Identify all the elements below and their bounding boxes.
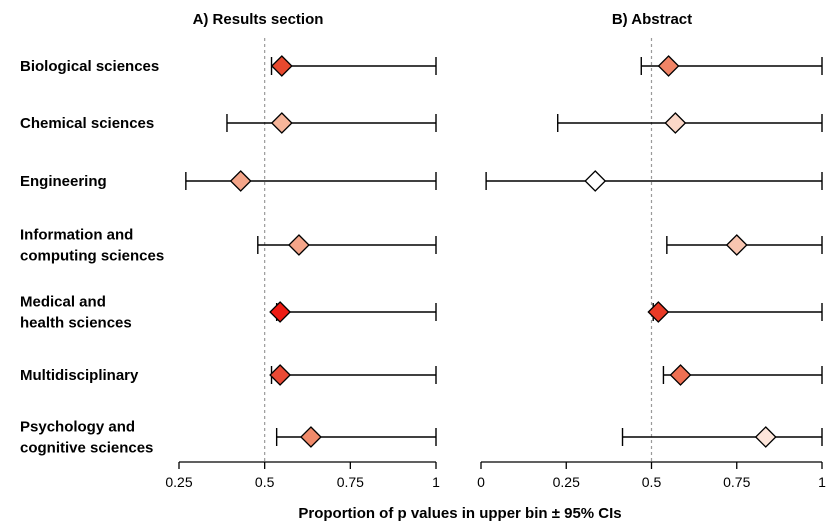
- x-tick-label: 0.5: [642, 474, 662, 490]
- x-tick-label: 0.25: [553, 474, 580, 490]
- panel-a-title: A) Results section: [193, 11, 324, 28]
- estimate-point: [269, 364, 292, 386]
- category-label-line: Chemical sciences: [20, 115, 154, 132]
- category-label-line: Biological sciences: [20, 58, 159, 75]
- category-label: Information and computing sciences: [20, 227, 164, 265]
- category-label-line: Engineering: [20, 173, 107, 190]
- x-tick-label: 1: [432, 474, 440, 490]
- category-label-line: cognitive sciences: [20, 440, 153, 457]
- x-tick-label: 0.75: [337, 474, 364, 490]
- x-tick-label: 0.75: [723, 474, 750, 490]
- x-tick-label: 1: [818, 474, 826, 490]
- x-tick-label: 0.5: [255, 474, 275, 490]
- category-label: Psychology and cognitive sciences: [20, 419, 153, 457]
- category-label: Medical and health sciences: [20, 294, 132, 332]
- category-label-line: Multidisciplinary: [20, 367, 139, 384]
- category-label: Engineering: [20, 173, 107, 190]
- panel-results-section: 0.25 0.5 0.75 1: [165, 38, 440, 490]
- x-axis-label: Proportion of p values in upper bin ± 95…: [298, 505, 621, 522]
- panel-abstract: 0 0.25 0.5 0.75 1: [477, 38, 826, 490]
- category-label-line: Psychology and: [20, 419, 135, 436]
- category-label: Biological sciences: [20, 58, 159, 75]
- category-label: Chemical sciences: [20, 115, 154, 132]
- estimate-point: [270, 112, 293, 134]
- estimate-point: [664, 112, 687, 134]
- estimate-point: [288, 234, 310, 256]
- estimate-point: [270, 55, 293, 77]
- category-label-line: computing sciences: [20, 248, 164, 265]
- estimate-point: [657, 55, 680, 77]
- estimate-point: [300, 426, 322, 448]
- x-tick-label: 0.25: [165, 474, 192, 490]
- estimate-point: [754, 426, 777, 448]
- estimate-point: [647, 301, 670, 323]
- estimate-point: [269, 301, 292, 323]
- category-label-line: Medical and: [20, 294, 106, 311]
- category-label: Multidisciplinary: [20, 367, 139, 384]
- estimate-point: [229, 170, 252, 192]
- category-label-line: health sciences: [20, 315, 132, 332]
- estimate-point: [669, 364, 692, 386]
- x-tick-label: 0: [477, 474, 485, 490]
- category-labels: Biological sciences Chemical sciences Engi…: [20, 58, 164, 457]
- estimate-point: [725, 234, 748, 256]
- estimate-point: [584, 170, 607, 192]
- panel-b-title: B) Abstract: [612, 11, 692, 28]
- category-label-line: Information and: [20, 227, 133, 244]
